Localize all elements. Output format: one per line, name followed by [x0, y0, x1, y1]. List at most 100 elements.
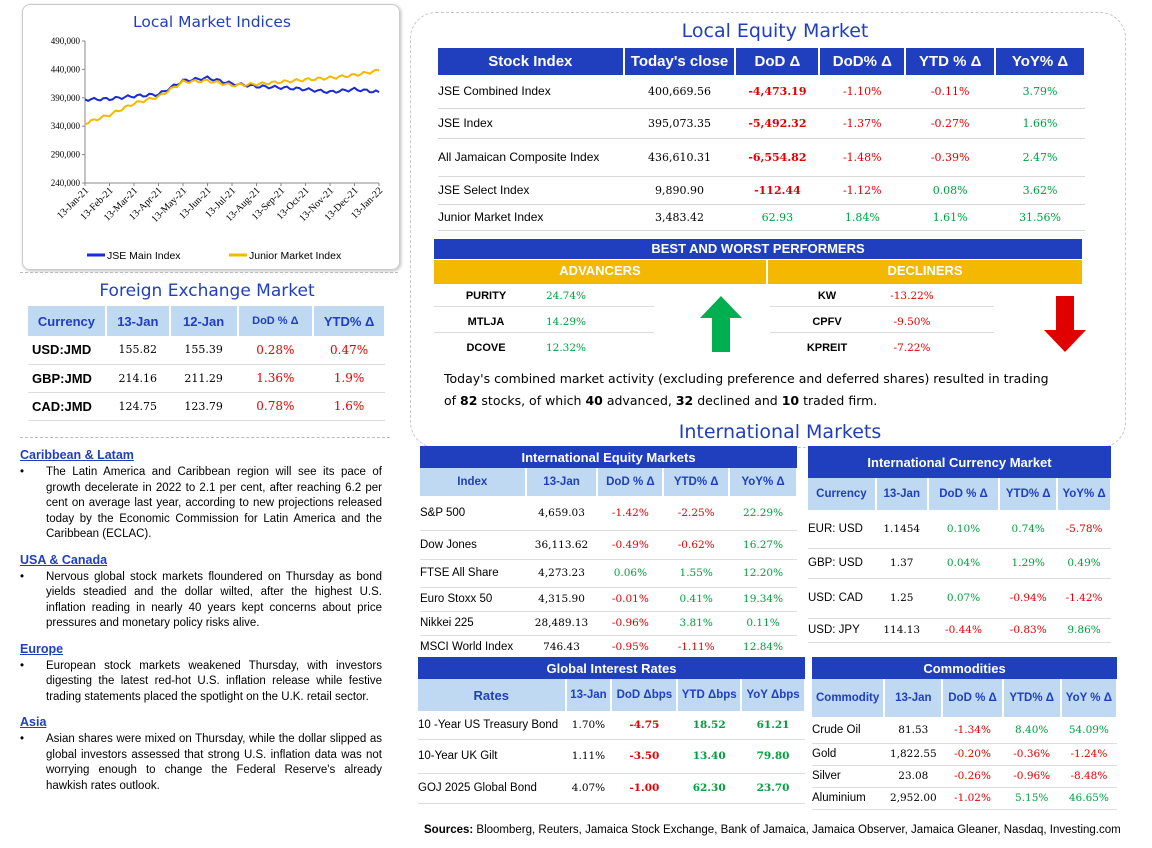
news-text: The Latin America and Caribbean region w…	[46, 466, 382, 540]
local-equity-panel	[410, 12, 1126, 448]
fx-currency: CAD:JMD	[28, 392, 106, 421]
equity-row: Junior Market Index 3,483.42 62.93 1.84%…	[438, 204, 1085, 231]
rates-yoy: 23.70	[741, 773, 805, 804]
intl-currency-row: USD: JPY 114.13 -0.44% -0.83% 9.86%	[808, 618, 1111, 643]
intl-equity-name: Euro Stoxx 50	[420, 587, 526, 612]
equity-name: JSE Select Index	[438, 176, 624, 205]
commodity-name: Crude Oil	[812, 717, 885, 744]
equity-close: 400,669.56	[623, 75, 736, 109]
intl-equity-value: 4,315.90	[525, 587, 598, 612]
rates-title: Global Interest Rates	[546, 660, 677, 676]
performers-title: BEST AND WORST PERFORMERS	[434, 239, 1082, 259]
equity-yoy: 2.47%	[995, 138, 1085, 177]
down-arrow-icon	[1044, 296, 1086, 352]
intl-equity-value: 28,489.13	[525, 611, 598, 636]
chart-svg: 490,000 440,000 390,000 340,000 290,000 240,0…	[51, 36, 385, 262]
equity-header: DoD Δ	[735, 48, 821, 75]
equity-ytd: 1.61%	[905, 204, 996, 231]
fx-header: 12-Jan	[169, 306, 239, 336]
equity-yoy: 3.62%	[995, 176, 1085, 205]
equity-ytd: -0.39%	[905, 138, 996, 177]
equity-title: Local Equity Market	[681, 20, 869, 42]
intl-equity-row: MSCI World Index 746.43 -0.95% -1.11% 12…	[420, 635, 797, 660]
intl-equity-title: International Equity Markets	[521, 449, 696, 465]
intl-equity-ytd: -0.62%	[663, 530, 730, 560]
summary-text: stocks, of which	[477, 393, 586, 408]
intl-equity-ytd: -1.11%	[663, 635, 730, 660]
fx-header: YTD% Δ	[313, 306, 386, 336]
intl-currency-row: USD: CAD 1.25 0.07% -0.94% -1.42%	[808, 578, 1111, 619]
commodities-header-row: Commodity 13-Jan DoD % Δ YTD% Δ YoY % Δ	[812, 679, 1119, 717]
fx-header-row: Currency 13-Jan 12-Jan DoD % Δ YTD% Δ	[28, 306, 386, 336]
news-text: European stock markets weakened Thursday…	[46, 659, 382, 703]
commodity-value: 1,822.55	[884, 743, 943, 766]
news-item: • The Latin America and Caribbean region…	[20, 465, 382, 543]
fx-title: Foreign Exchange Market	[99, 281, 315, 301]
fx-dod: 1.36%	[237, 364, 314, 393]
news-heading: Asia	[20, 715, 47, 729]
fx-value: 155.39	[169, 336, 238, 365]
decliner-row: KPREIT -7.22%	[770, 337, 994, 359]
intl-equity-name: Dow Jones	[420, 530, 526, 560]
legend-label-main: JSE Main Index	[107, 250, 181, 262]
intl-currency-name: USD: JPY	[808, 618, 876, 643]
decliner-symbol: CPFV	[812, 316, 842, 328]
intl-currency-ytd: 0.74%	[999, 510, 1058, 549]
advancer-value: 14.29%	[545, 316, 587, 328]
intl-currency-ytd: -0.83%	[999, 618, 1058, 643]
decliners-header: DECLINERS	[768, 260, 1082, 284]
commodities-row: Gold 1,822.55 -0.20% -0.36% -1.24%	[812, 743, 1117, 766]
commodities-row: Silver 23.08 -0.26% -0.96% -8.48%	[812, 765, 1117, 788]
advancer-value: 24.74%	[545, 290, 587, 302]
news-item: • European stock markets weakened Thursd…	[20, 659, 382, 706]
intl-equity-dod: -0.49%	[597, 530, 664, 560]
rates-ytd: 13.40	[677, 739, 742, 774]
rates-dod: -1.00	[611, 773, 678, 804]
rates-row: GOJ 2025 Global Bond 4.07% -1.00 62.30 2…	[418, 773, 805, 804]
advancer-value: 12.32%	[545, 342, 587, 354]
intl-equity-value: 36,113.62	[525, 530, 598, 560]
news-heading: Caribbean & Latam	[20, 448, 134, 462]
fx-ytd: 1.9%	[313, 364, 385, 393]
intl-equity-header: YoY% Δ	[729, 468, 798, 496]
commodity-dod: -1.34%	[942, 717, 1003, 744]
bullet-icon: •	[20, 466, 25, 478]
advancer-symbol: PURITY	[465, 290, 507, 302]
equity-name: JSE Combined Index	[438, 75, 624, 109]
commodity-ytd: -0.96%	[1002, 765, 1061, 788]
fx-header: 13-Jan	[105, 306, 171, 336]
intl-equity-ytd: 3.81%	[663, 611, 730, 636]
intl-equity-yoy: 22.29%	[729, 496, 797, 531]
equity-header: DoD% Δ	[819, 48, 907, 75]
fx-row: GBP:JMD 214.16 211.29 1.36% 1.9%	[28, 364, 385, 393]
decliner-symbol: KW	[817, 290, 837, 302]
intl-currency-yoy: -1.42%	[1057, 578, 1111, 619]
decliner-value: -13.22%	[890, 290, 934, 302]
equity-dodp: -1.48%	[819, 138, 906, 177]
commodity-yoy: -1.24%	[1060, 743, 1117, 766]
rates-row: 10 -Year US Treasury Bond 1.70% -4.75 18…	[418, 711, 805, 740]
intl-currency-header-row: Currency 13-Jan DoD % Δ YTD% Δ YoY% Δ	[808, 478, 1112, 510]
commodities-title: Commodities	[923, 660, 1006, 676]
intl-currency-dod: 0.07%	[927, 578, 1000, 619]
rates-header: YoY Δbps	[741, 679, 806, 711]
commodities-header: 13-Jan	[884, 679, 944, 717]
intl-currency-row: GBP: USD 1.37 0.04% 1.29% 0.49%	[808, 548, 1111, 579]
intl-currency-name: GBP: USD	[808, 548, 876, 579]
y-tick-label: 490,000	[51, 36, 81, 46]
rates-name: GOJ 2025 Global Bond	[418, 773, 566, 804]
y-tick-label: 340,000	[51, 121, 81, 131]
advancer-symbol: DCOVE	[466, 342, 506, 354]
fx-value: 155.82	[105, 336, 170, 365]
y-tick-label: 240,000	[51, 178, 81, 188]
bullet-icon: •	[20, 659, 25, 672]
equity-close: 9,890.90	[623, 176, 736, 205]
equity-row: JSE Select Index 9,890.90 -112.44 -1.12%…	[438, 176, 1085, 205]
news-text: Nervous global stock markets floundered …	[46, 570, 382, 630]
equity-ytd: -0.11%	[905, 75, 996, 109]
advancers-header: ADVANCERS	[434, 260, 766, 284]
intl-currency-value: 1.25	[875, 578, 928, 619]
intl-equity-header: DoD % Δ	[597, 468, 665, 496]
intl-equity-ytd: 0.41%	[663, 587, 730, 612]
intl-equity-ytd: -2.25%	[663, 496, 730, 531]
